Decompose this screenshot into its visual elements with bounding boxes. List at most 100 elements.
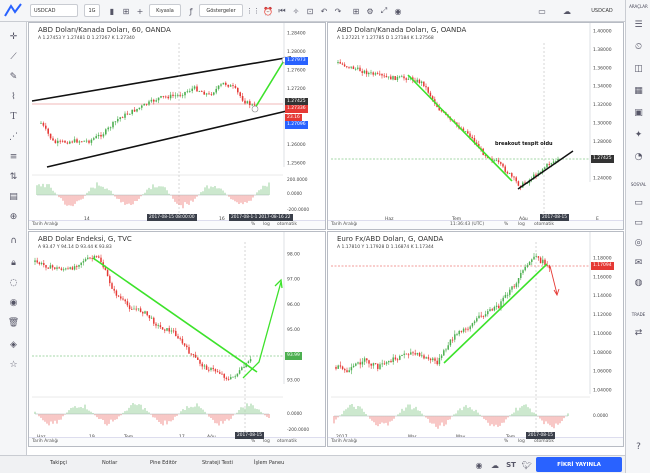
- message-icon[interactable]: ✉: [634, 258, 643, 268]
- candle-body: [210, 367, 212, 371]
- help-icon[interactable]: ?: [636, 442, 641, 452]
- tab-strategy-tester[interactable]: Strateji Testi: [202, 460, 233, 466]
- brush-icon[interactable]: ⌇: [11, 92, 16, 102]
- candle-body: [544, 167, 546, 170]
- candle-body: [141, 105, 143, 108]
- date-range-label[interactable]: Tarih Aralığı: [32, 222, 59, 227]
- symbol-search-input[interactable]: USDCAD: [30, 4, 78, 17]
- compare-button[interactable]: Kıyasla: [149, 4, 181, 17]
- log-toggle[interactable]: log: [518, 439, 525, 444]
- log-toggle[interactable]: log: [263, 222, 270, 227]
- lock-icon[interactable]: 🔒︎: [11, 258, 16, 268]
- ohlc-values: A 93.47 Y 94.14 D 93.44 K 93.83: [38, 245, 112, 250]
- redo-icon[interactable]: ↷: [334, 6, 342, 16]
- calendar-icon[interactable]: ▣: [634, 108, 643, 118]
- candle-body: [394, 357, 397, 360]
- percent-toggle[interactable]: %: [504, 439, 509, 444]
- twitter-icon[interactable]: 🐦︎: [521, 460, 533, 470]
- news-icon[interactable]: ◔: [634, 152, 643, 162]
- tradingview-logo[interactable]: [2, 1, 24, 21]
- templates-icon[interactable]: ⋮⋮: [246, 7, 260, 15]
- magnet-icon[interactable]: ∩: [10, 236, 17, 246]
- candle-body: [537, 256, 540, 258]
- grid-layout-icon[interactable]: ⊞: [352, 6, 360, 16]
- log-toggle[interactable]: log: [518, 222, 525, 227]
- idea-icon[interactable]: ✦: [634, 130, 643, 140]
- cloud-sync-icon[interactable]: ☁: [491, 460, 499, 470]
- ruler-icon[interactable]: ▤: [9, 192, 18, 202]
- alert-icon[interactable]: ⏰: [263, 6, 273, 16]
- right-symbol-label[interactable]: USDCAD: [582, 4, 622, 17]
- date-range-label[interactable]: Tarih Aralığı: [331, 222, 358, 227]
- camera-snapshot-icon[interactable]: ◉: [475, 460, 483, 470]
- percent-toggle[interactable]: %: [251, 222, 256, 227]
- layout-icon[interactable]: ⊡: [306, 6, 314, 16]
- auto-toggle[interactable]: otomatik: [277, 222, 298, 227]
- trendline-icon[interactable]: ⟋: [10, 52, 17, 62]
- broker-icon[interactable]: ⇄: [634, 328, 643, 338]
- chart-pane-usdcad-daily[interactable]: 1.40000 1.38000 1.36000 1.34000 1.32000 1.300…: [327, 22, 624, 230]
- chat-icon[interactable]: ▭: [634, 198, 643, 208]
- cloud-icon[interactable]: ☁: [563, 6, 571, 16]
- people-icon[interactable]: ◍: [634, 278, 643, 288]
- candle-body: [473, 138, 476, 143]
- tab-pine-editor[interactable]: Pine Editör: [150, 460, 177, 466]
- hotlist-icon[interactable]: ▦: [634, 86, 643, 96]
- chart-pane-eurusd-daily[interactable]: 1.18000 1.16000 1.14000 1.12000 1.10000 1.080…: [327, 231, 624, 447]
- indicators-button[interactable]: Göstergeler: [199, 4, 243, 17]
- tab-watcher[interactable]: Takipçi: [50, 460, 67, 466]
- date-range-label[interactable]: Tarih Aralığı: [331, 439, 358, 444]
- candle-body: [148, 101, 150, 105]
- alerts-clock-icon[interactable]: ⏲: [634, 42, 643, 52]
- percent-toggle[interactable]: %: [504, 222, 509, 227]
- eye-icon[interactable]: ◉: [9, 298, 18, 308]
- candle-body: [251, 104, 253, 106]
- percent-toggle[interactable]: %: [251, 439, 256, 444]
- candle-body: [47, 128, 49, 134]
- bar-style-icon[interactable]: ⊞: [122, 6, 130, 16]
- candle-body: [337, 365, 339, 369]
- favorites-icon[interactable]: ☆: [9, 360, 18, 370]
- auto-toggle[interactable]: otomatik: [534, 439, 555, 444]
- save-icon[interactable]: ▭: [538, 6, 546, 16]
- candle-body: [172, 94, 174, 96]
- auto-toggle[interactable]: otomatik: [534, 222, 555, 227]
- candle-body: [467, 131, 469, 134]
- interval-select[interactable]: 1G: [84, 4, 100, 17]
- fibonacci-icon[interactable]: ≡: [9, 152, 18, 162]
- replay-icon[interactable]: ⏮: [278, 6, 286, 15]
- candle-body: [241, 367, 243, 371]
- layers-icon[interactable]: ◈: [10, 340, 17, 350]
- stocktwits-icon[interactable]: ST: [506, 461, 516, 469]
- crosshair-icon[interactable]: ✛: [9, 32, 18, 42]
- indicators-icon[interactable]: ƒ: [189, 6, 193, 16]
- camera-icon[interactable]: ◉: [394, 6, 402, 16]
- log-toggle[interactable]: log: [263, 439, 270, 444]
- chart-type-icon[interactable]: ▮: [109, 6, 115, 16]
- trash-icon[interactable]: 🗑︎: [7, 318, 20, 328]
- chart-pane-usdcad-60[interactable]: 1.284001.280001.276001.272001.268001.264…: [28, 22, 326, 230]
- date-range-label[interactable]: Tarih Aralığı: [32, 439, 59, 444]
- watchlist-icon[interactable]: ☰: [634, 20, 643, 30]
- prediction-icon[interactable]: ⇅: [9, 172, 18, 182]
- chart-pane-dxy-daily[interactable]: 98.0097.0096.0095.0094.0093.000.0000-200…: [28, 231, 326, 447]
- add-compare-icon[interactable]: +: [136, 6, 144, 16]
- text-icon[interactable]: T: [10, 112, 17, 122]
- zoom-in-icon[interactable]: ⊕: [9, 212, 18, 222]
- undo-icon[interactable]: ↶: [320, 6, 328, 16]
- streams-icon[interactable]: ◎: [634, 238, 643, 248]
- settings-gear-icon[interactable]: ⚙: [366, 6, 374, 16]
- fullscreen-icon[interactable]: ⤢: [380, 6, 388, 15]
- tab-notes[interactable]: Notlar: [102, 460, 118, 466]
- pen-icon[interactable]: ✎: [9, 72, 18, 82]
- lightbulb-icon[interactable]: ✧: [292, 6, 300, 16]
- data-window-icon[interactable]: ◫: [634, 64, 643, 74]
- tab-trading-panel[interactable]: İşlem Paneu: [254, 460, 285, 466]
- auto-toggle[interactable]: otomatik: [277, 439, 298, 444]
- candle-body: [487, 311, 489, 315]
- pattern-icon[interactable]: ⋰: [9, 132, 18, 142]
- hide-icon[interactable]: ◌: [9, 278, 18, 288]
- candle-body: [361, 361, 364, 365]
- chat2-icon[interactable]: ▭: [634, 218, 643, 228]
- publish-idea-button[interactable]: FİKRİ YAYINLA: [536, 457, 622, 472]
